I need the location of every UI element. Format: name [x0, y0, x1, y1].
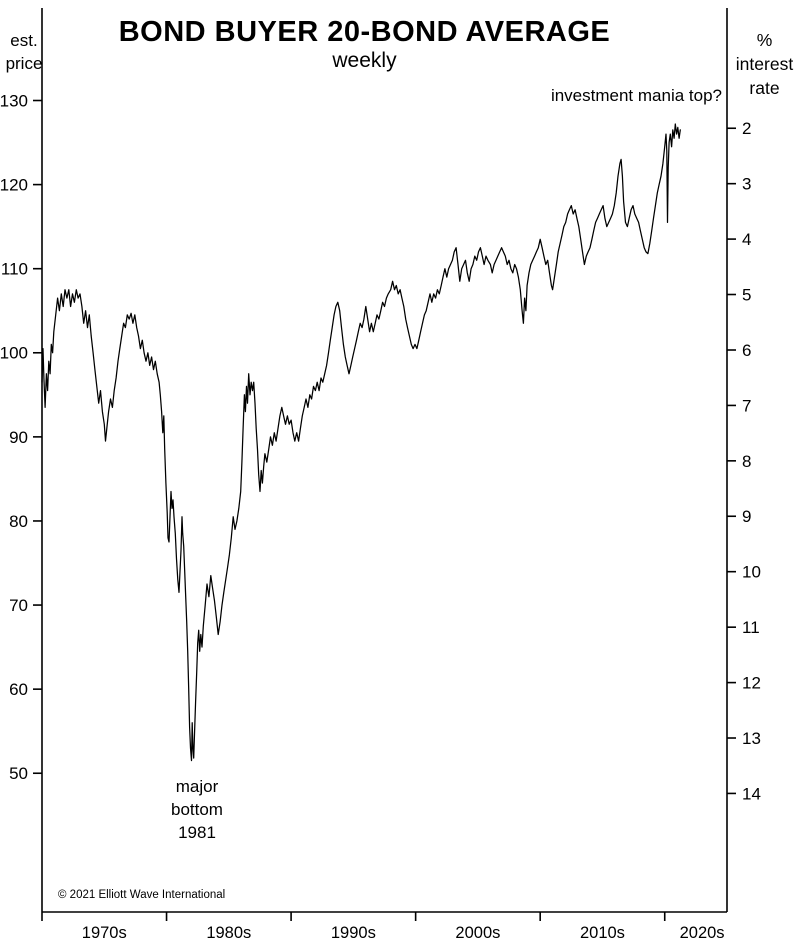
right-axis-tick-label: 13 [742, 729, 761, 748]
left-axis-tick-label: 60 [9, 680, 28, 699]
x-axis-decade-label: 2020s [680, 924, 725, 942]
annotation-major-bottom-line: major [175, 777, 219, 796]
left-axis-label: est. price [0, 29, 48, 75]
right-axis-tick-label: 10 [742, 563, 761, 582]
right-axis-tick-label: 12 [742, 674, 761, 693]
left-axis-tick-label: 90 [9, 428, 28, 447]
annotation-investment-mania-top: investment mania top? [550, 86, 722, 105]
x-axis-decade-label: 1980s [206, 924, 251, 942]
left-axis-tick-label: 130 [0, 91, 28, 110]
x-axis-decade-label: 2000s [455, 924, 500, 942]
right-axis-tick-label: 6 [742, 341, 751, 360]
left-axis-tick-label: 80 [9, 512, 28, 531]
left-axis-tick-label: 100 [0, 344, 28, 363]
right-axis-tick-label: 9 [742, 507, 751, 526]
copyright-notice: © 2021 Elliott Wave International [58, 889, 226, 901]
left-axis-tick-label: 120 [0, 176, 28, 195]
right-axis-tick-label: 7 [742, 396, 751, 415]
left-axis-label-line: price [5, 54, 43, 73]
chart-subtitle: weekly [332, 49, 397, 72]
annotation-major-bottom-line: 1981 [178, 823, 216, 842]
right-axis-label-line: % [756, 30, 773, 50]
right-axis-tick-label: 5 [742, 285, 751, 304]
right-axis-tick-label: 2 [742, 119, 751, 138]
annotation-major-bottom-line: bottom [171, 800, 223, 819]
right-axis-label-line: interest [735, 54, 794, 74]
price-series-line [41, 123, 681, 762]
annotation-major-bottom-1981: major bottom 1981 [144, 775, 250, 844]
right-axis-tick-label: 4 [742, 230, 751, 249]
right-axis-label: % interest rate [729, 28, 800, 100]
x-axis-decade-label: 1990s [331, 924, 376, 942]
left-axis-tick-label: 50 [9, 764, 28, 783]
left-axis-label-line: est. [10, 31, 38, 50]
right-axis-label-line: rate [749, 78, 780, 98]
right-axis-tick-label: 14 [742, 784, 761, 803]
right-axis-tick-label: 3 [742, 175, 751, 194]
x-axis-decade-label: 2010s [580, 924, 625, 942]
right-axis-tick-label: 11 [742, 618, 760, 637]
x-axis-decade-label: 1970s [82, 924, 127, 942]
left-axis-tick-label: 110 [1, 260, 28, 279]
left-axis-tick-label: 70 [9, 596, 28, 615]
chart-title: BOND BUYER 20-BOND AVERAGE [118, 16, 611, 48]
right-axis-tick-label: 8 [742, 452, 751, 471]
